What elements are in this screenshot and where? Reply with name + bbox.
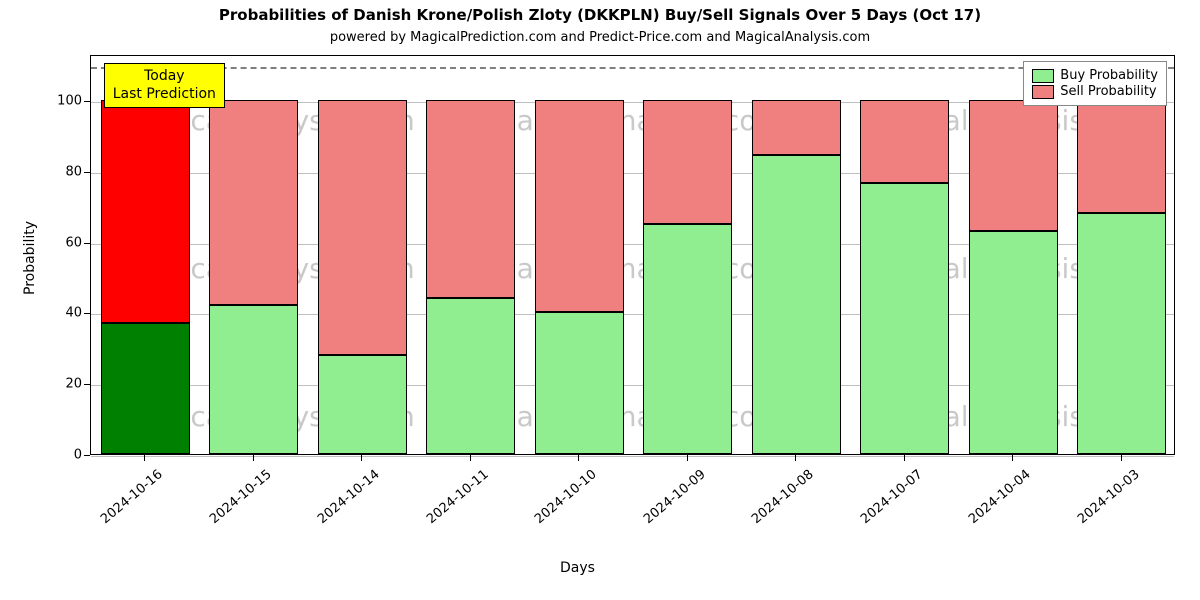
y-tick-label: 0 (42, 448, 82, 463)
bar-buy (101, 323, 190, 454)
bar-buy (535, 312, 624, 454)
y-tick-mark (84, 243, 90, 244)
bar-group (318, 54, 407, 454)
y-tick-label: 40 (42, 306, 82, 321)
bar-sell (535, 100, 624, 312)
bar-sell (426, 100, 515, 298)
legend-item-buy: Buy Probability (1032, 68, 1158, 83)
chart-container: Probabilities of Danish Krone/Polish Zlo… (0, 0, 1200, 600)
bar-buy (860, 183, 949, 454)
plot-area: MagicalAnalysis.comMagicalAnalysis.comMa… (90, 55, 1175, 455)
bar-buy (318, 355, 407, 454)
bar-sell (643, 100, 732, 224)
bar-sell (969, 100, 1058, 231)
x-tick-mark (687, 455, 688, 461)
bar-group (101, 54, 190, 454)
bar-group (209, 54, 298, 454)
y-tick-mark (84, 172, 90, 173)
x-tick-mark (470, 455, 471, 461)
bar-sell (101, 100, 190, 323)
bar-buy (969, 231, 1058, 454)
x-tick-label: 2024-10-08 (738, 467, 817, 536)
x-tick-mark (361, 455, 362, 461)
y-tick-mark (84, 313, 90, 314)
bar-group (535, 54, 624, 454)
x-tick-mark (578, 455, 579, 461)
x-tick-label: 2024-10-04 (955, 467, 1034, 536)
x-tick-label: 2024-10-16 (87, 467, 166, 536)
x-tick-mark (1012, 455, 1013, 461)
bar-group (752, 54, 841, 454)
x-tick-mark (144, 455, 145, 461)
y-tick-mark (84, 384, 90, 385)
x-tick-mark (1121, 455, 1122, 461)
bar-buy (209, 305, 298, 454)
bar-sell (860, 100, 949, 183)
x-tick-label: 2024-10-09 (630, 467, 709, 536)
legend-swatch-sell (1032, 85, 1054, 99)
y-axis-label: Probability (22, 221, 38, 295)
chart-subtitle: powered by MagicalPrediction.com and Pre… (0, 30, 1200, 45)
bar-sell (752, 100, 841, 155)
legend-label-sell: Sell Probability (1060, 84, 1156, 99)
legend-item-sell: Sell Probability (1032, 84, 1158, 99)
callout-line1: Today (113, 68, 216, 86)
bar-sell (209, 100, 298, 305)
y-tick-label: 100 (42, 94, 82, 109)
y-tick-label: 80 (42, 164, 82, 179)
y-tick-mark (84, 101, 90, 102)
x-tick-mark (253, 455, 254, 461)
bar-buy (1077, 213, 1166, 454)
callout-line2: Last Prediction (113, 86, 216, 104)
bar-buy (643, 224, 732, 454)
bar-buy (426, 298, 515, 454)
bar-buy (752, 155, 841, 454)
bar-sell (318, 100, 407, 355)
y-tick-label: 60 (42, 235, 82, 250)
bar-group (969, 54, 1058, 454)
y-tick-label: 20 (42, 377, 82, 392)
x-tick-label: 2024-10-15 (196, 467, 275, 536)
x-axis-label: Days (560, 560, 595, 576)
legend-label-buy: Buy Probability (1060, 68, 1158, 83)
chart-title: Probabilities of Danish Krone/Polish Zlo… (0, 6, 1200, 24)
x-tick-label: 2024-10-14 (304, 467, 383, 536)
x-tick-label: 2024-10-11 (413, 467, 492, 536)
x-tick-mark (795, 455, 796, 461)
x-tick-label: 2024-10-03 (1064, 467, 1143, 536)
bar-group (643, 54, 732, 454)
y-tick-mark (84, 455, 90, 456)
x-tick-mark (904, 455, 905, 461)
bar-sell (1077, 100, 1166, 213)
bar-group (1077, 54, 1166, 454)
bar-group (860, 54, 949, 454)
bar-group (426, 54, 515, 454)
today-callout: TodayLast Prediction (104, 63, 225, 108)
x-tick-label: 2024-10-07 (847, 467, 926, 536)
legend: Buy Probability Sell Probability (1023, 61, 1167, 106)
legend-swatch-buy (1032, 69, 1054, 83)
x-tick-label: 2024-10-10 (521, 467, 600, 536)
